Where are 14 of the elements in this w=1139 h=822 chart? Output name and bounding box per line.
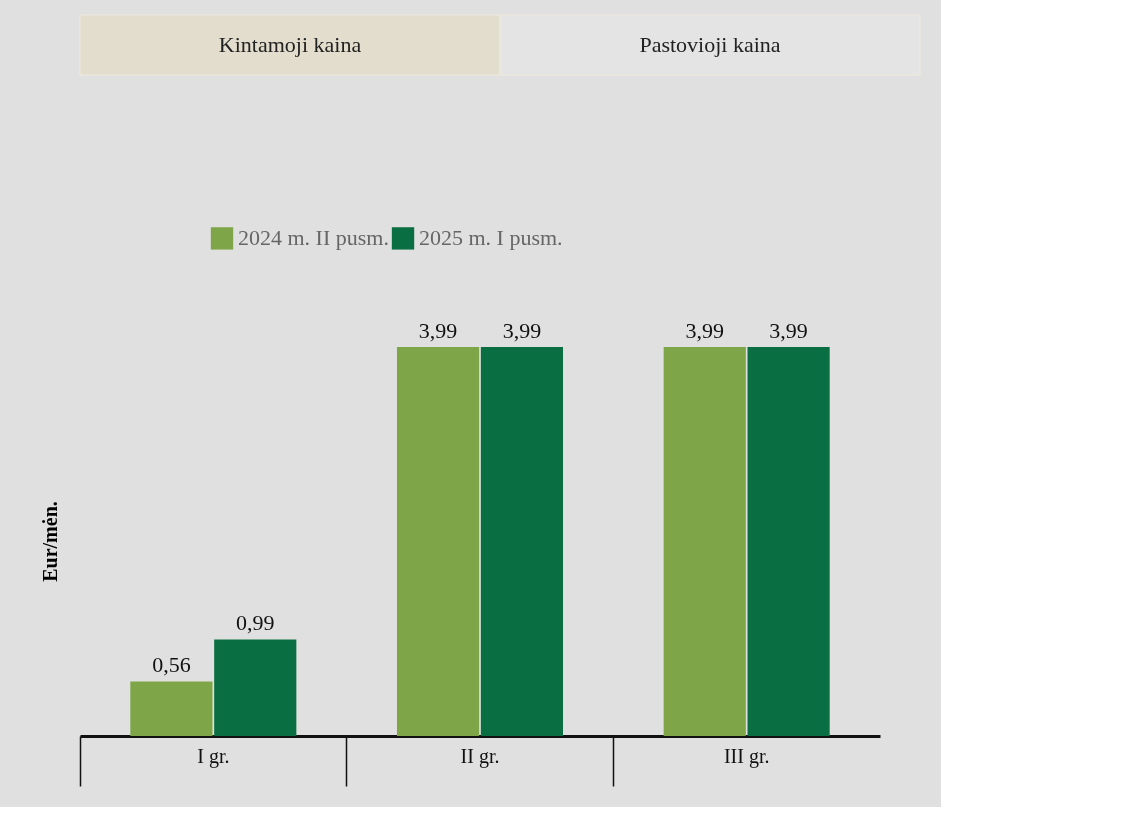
- text: Pastovioji kaina: [639, 32, 781, 57]
- x-tick-label: II gr.: [460, 744, 500, 768]
- data-label: 3,99: [418, 317, 458, 343]
- y-axis-title: Eur/mėn.: [38, 501, 61, 582]
- data-label: 3,99: [502, 317, 542, 343]
- x-tick-label: III gr.: [723, 744, 770, 768]
- legend-label: 2024 m. II pusm.: [238, 225, 389, 251]
- x-tick-label: I gr.: [197, 744, 230, 768]
- text: Kintamoji kaina: [218, 32, 362, 57]
- data-label: 0,56: [152, 652, 191, 678]
- legend-label: 2025 m. I pusm.: [419, 225, 563, 251]
- data-label: 3,99: [769, 317, 808, 343]
- data-label: 3,99: [685, 317, 724, 343]
- data-label: 0,99: [236, 610, 275, 636]
